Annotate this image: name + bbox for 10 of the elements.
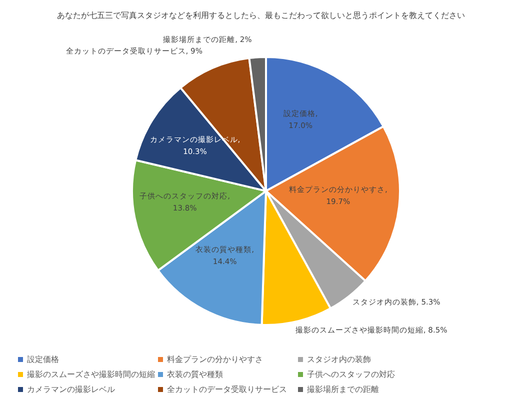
legend-label: 料金プランの分かりやすさ: [167, 354, 263, 365]
legend-label: スタジオ内の装飾: [307, 354, 371, 365]
legend-label: 全カットのデータ受取りサービス: [167, 384, 287, 395]
legend-label: 衣装の質や種類: [167, 369, 223, 380]
legend-label: 子供へのスタッフの対応: [307, 369, 395, 380]
legend-label: 設定価格: [27, 354, 59, 365]
legend-label: カメラマンの撮影レベル: [27, 384, 115, 395]
chart-title: あなたが七五三で写真スタジオなどを利用するとしたら、最もこだわって欲しいと思うポイントを教えてください: [56, 10, 466, 21]
legend-label: 撮影のスムーズさや撮影時間の短縮: [27, 369, 155, 380]
legend-label: 撮影場所までの距離: [307, 384, 379, 395]
